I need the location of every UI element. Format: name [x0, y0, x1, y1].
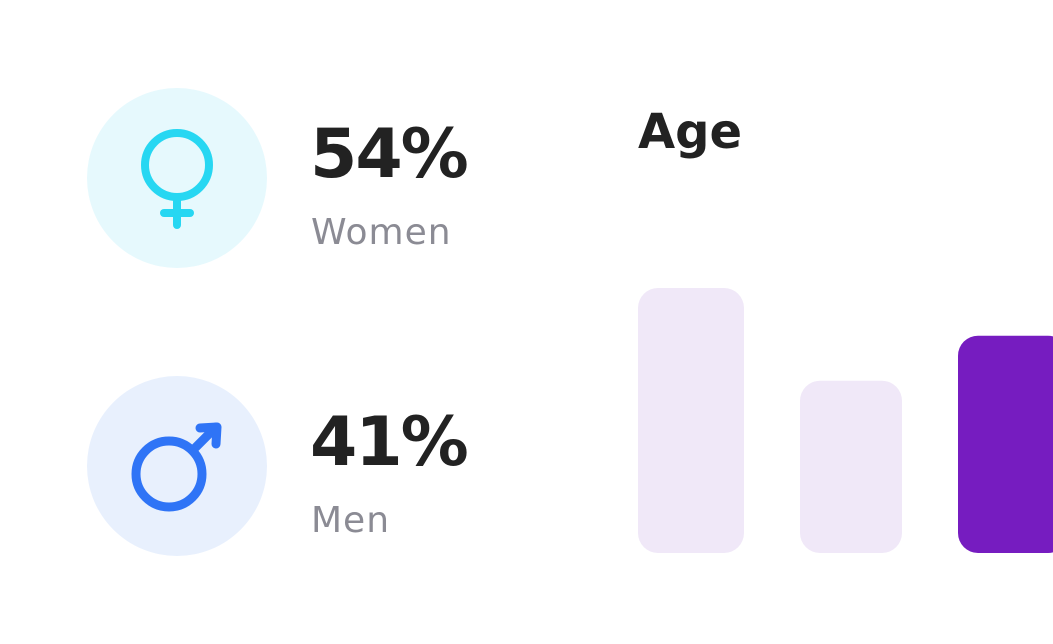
- women-badge: [87, 88, 267, 268]
- female-icon: [141, 129, 213, 229]
- women-percent: 54%: [310, 115, 467, 194]
- bar: [958, 335, 1053, 553]
- men-badge: [87, 376, 267, 556]
- men-percent: 41%: [310, 403, 467, 482]
- male-icon: [131, 422, 222, 512]
- bar-group: [638, 288, 1053, 553]
- women-label: Women: [311, 212, 452, 253]
- bar: [800, 380, 902, 553]
- bar: [638, 288, 744, 553]
- chart-title: Age: [638, 104, 742, 160]
- men-label: Men: [311, 500, 390, 541]
